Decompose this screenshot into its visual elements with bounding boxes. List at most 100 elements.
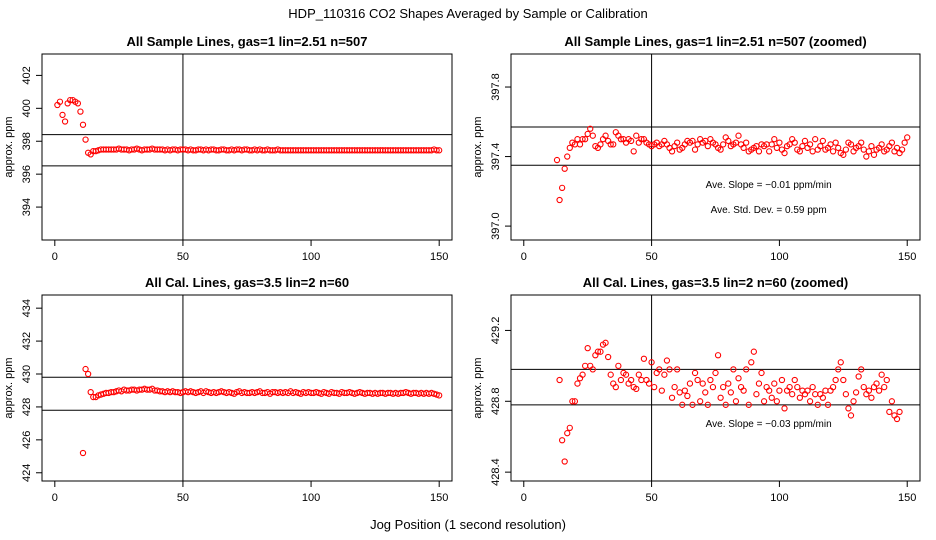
data-point <box>789 391 796 398</box>
data-point <box>896 408 903 416</box>
x-tick-label: 50 <box>645 251 657 263</box>
data-point <box>717 146 724 153</box>
data-point <box>727 389 734 396</box>
x-tick-label: 0 <box>52 251 58 263</box>
data-point <box>868 394 875 401</box>
data-series <box>553 125 911 204</box>
y-tick-label: 397.0 <box>490 212 502 240</box>
y-axis-label: approx. ppm <box>472 357 484 418</box>
data-point <box>799 142 806 150</box>
data-point <box>635 371 642 378</box>
data-point <box>684 392 691 400</box>
y-tick-label: 398 <box>21 132 33 150</box>
data-point <box>796 148 804 155</box>
y-tick-label: 402 <box>21 66 33 84</box>
data-point <box>556 196 563 204</box>
data-point <box>725 137 732 145</box>
data-point <box>740 387 747 394</box>
data-point <box>842 391 850 398</box>
data-point <box>755 148 763 155</box>
data-point <box>860 146 867 153</box>
y-tick-label: 430 <box>21 365 33 383</box>
y-tick-label: 428.8 <box>490 388 502 416</box>
data-point <box>773 398 780 405</box>
data-point <box>697 398 704 405</box>
data-point <box>835 144 842 152</box>
data-point <box>778 376 786 384</box>
data-point <box>564 430 571 437</box>
data-point <box>602 339 609 346</box>
data-point <box>84 370 92 378</box>
annotation: Ave. Std. Dev. = 0.59 ppm <box>711 205 827 216</box>
data-point <box>735 375 742 382</box>
y-tick-label: 428 <box>21 398 33 416</box>
annotation: Ave. Slope = −0.03 ppm/min <box>706 419 832 430</box>
data-point <box>689 137 696 145</box>
data-point <box>875 387 883 394</box>
x-tick-label: 150 <box>898 251 916 263</box>
plot-frame <box>510 294 921 482</box>
data-point <box>82 365 89 373</box>
data-point <box>622 371 630 378</box>
data-point <box>558 437 566 444</box>
data-point <box>730 366 737 373</box>
data-point <box>610 141 617 148</box>
data-point <box>812 391 819 398</box>
data-point <box>674 366 681 373</box>
data-point <box>663 357 671 364</box>
data-point <box>666 366 673 373</box>
panel-title: All Cal. Lines, gas=3.5 lin=2 n=60 <box>145 275 349 290</box>
data-point <box>847 412 855 419</box>
data-point <box>886 408 893 416</box>
data-point <box>766 148 773 155</box>
data-series <box>79 365 443 457</box>
data-point <box>776 387 783 394</box>
data-point <box>674 139 681 146</box>
panel-2: All Sample Lines, gas=1 lin=2.51 n=507 (… <box>472 34 921 263</box>
data-point <box>676 389 683 396</box>
data-point <box>748 359 755 366</box>
data-series <box>556 339 903 465</box>
data-point <box>760 398 768 405</box>
data-point <box>74 100 82 107</box>
data-point <box>806 398 814 405</box>
x-tick-label: 100 <box>770 492 788 504</box>
data-series <box>54 96 443 158</box>
data-point <box>817 142 824 150</box>
data-point <box>804 387 811 394</box>
data-point <box>558 184 566 191</box>
data-point <box>840 376 847 384</box>
data-point <box>743 366 750 373</box>
x-tick-label: 0 <box>52 492 58 504</box>
data-point <box>79 449 87 457</box>
data-point <box>786 383 793 391</box>
data-point <box>881 383 888 391</box>
figure-xlabel: Jog Position (1 second resolution) <box>370 517 566 532</box>
data-point <box>594 348 602 355</box>
data-point <box>704 142 711 150</box>
data-point <box>863 153 870 160</box>
data-point <box>855 373 862 380</box>
data-point <box>717 394 724 401</box>
data-point <box>612 383 619 391</box>
data-point <box>873 380 880 387</box>
data-point <box>832 376 839 384</box>
x-tick-label: 100 <box>302 251 320 263</box>
data-point <box>671 383 678 391</box>
data-point <box>645 380 653 387</box>
data-point <box>753 391 760 398</box>
data-point <box>832 139 839 146</box>
data-point <box>633 132 640 139</box>
data-point <box>556 376 563 384</box>
data-point <box>865 387 873 394</box>
data-point <box>630 148 637 155</box>
y-axis-label: approx. ppm <box>3 357 15 418</box>
data-point <box>581 136 589 143</box>
data-point <box>702 389 709 396</box>
plot-frame <box>510 53 921 241</box>
data-point <box>79 121 87 128</box>
data-point <box>574 136 581 143</box>
data-point <box>847 141 855 148</box>
data-point <box>617 376 625 384</box>
x-tick-label: 0 <box>521 492 527 504</box>
